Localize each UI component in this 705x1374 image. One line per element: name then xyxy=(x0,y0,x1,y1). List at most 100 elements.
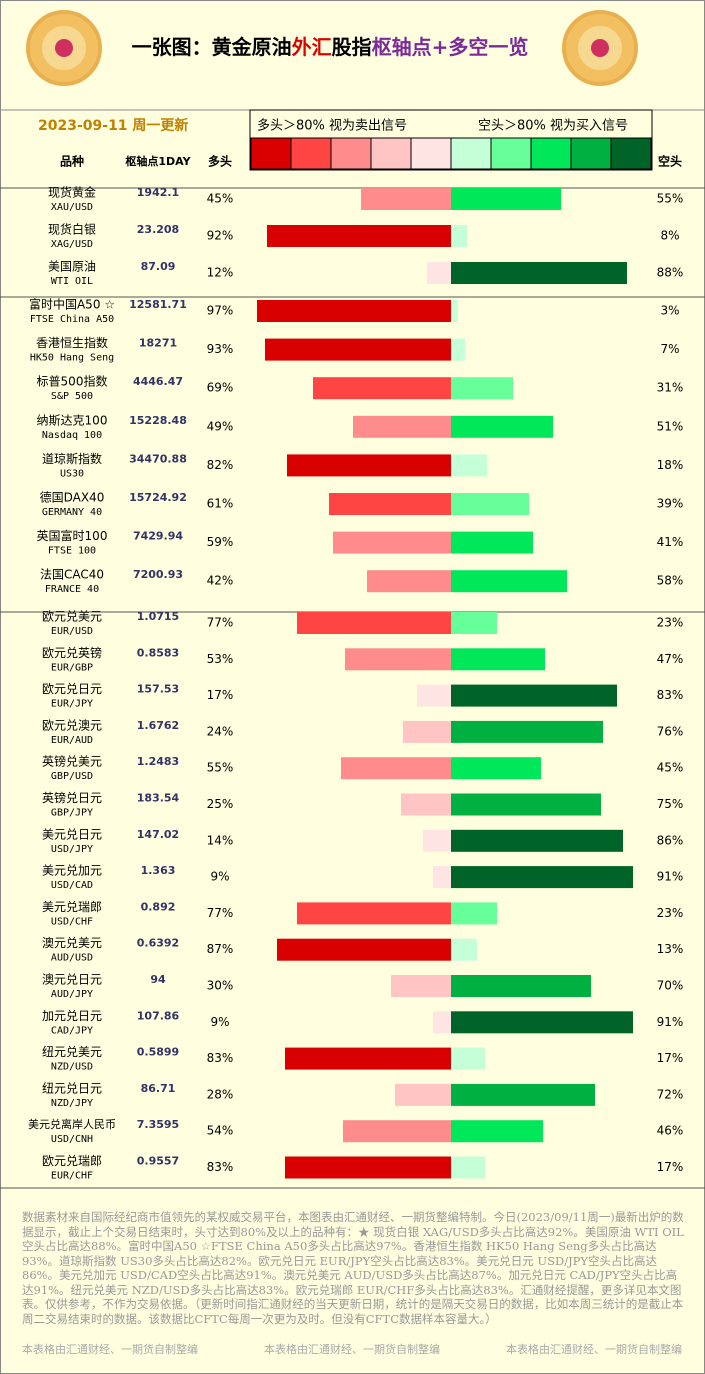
category-name: 美元兑加元 xyxy=(42,864,102,878)
header: 枢轴点1DAY xyxy=(125,154,191,168)
short-bar xyxy=(451,531,533,554)
short-label: 75% xyxy=(657,797,684,811)
category-name: 美元兑瑞郎 xyxy=(42,900,102,914)
update-date: 2023-09-11 周一更新 xyxy=(38,117,188,134)
pivot-value: 0.6392 xyxy=(137,937,179,950)
logo-right xyxy=(562,10,638,86)
pivot-value: 87.09 xyxy=(141,260,176,273)
pivot-value: 18271 xyxy=(139,337,177,350)
category-name: 澳元兑美元 xyxy=(42,936,102,950)
pivot-value: 1942.1 xyxy=(137,186,179,199)
title-part: 外汇 xyxy=(292,35,332,59)
category-name: 富时中国A50 ☆ xyxy=(29,297,115,312)
pivot-value: 94 xyxy=(150,973,166,986)
legend-swatch xyxy=(610,137,652,170)
category-name: 美元兑日元 xyxy=(42,827,102,841)
watermark: 本表格由汇通财经、一期货自制整编 xyxy=(264,1342,440,1356)
short-label: 17% xyxy=(657,1051,684,1065)
long-bar xyxy=(395,1083,451,1106)
category-code: USD/JPY xyxy=(51,844,93,855)
short-label: 55% xyxy=(657,192,684,206)
long-label: 54% xyxy=(207,1124,234,1138)
pivot-value: 1.363 xyxy=(141,864,176,877)
category-name: 现货白银 xyxy=(48,222,96,237)
category-name: 纽元兑日元 xyxy=(42,1081,102,1095)
long-bar xyxy=(313,377,451,400)
short-bar xyxy=(451,188,561,210)
legend-text: 空头＞80% 视为买入信号 xyxy=(478,119,628,134)
category-name: 现货黄金 xyxy=(48,185,96,200)
legend-swatch xyxy=(290,137,332,170)
category-code: FTSE China A50 xyxy=(30,314,114,325)
pivot-value: 7.3595 xyxy=(137,1118,179,1131)
long-bar xyxy=(333,531,451,554)
pivot-value: 23.208 xyxy=(137,223,179,236)
category-code: Nasdaq 100 xyxy=(42,430,102,441)
category-name: 欧元兑日元 xyxy=(42,682,102,696)
pivot-value: 34470.88 xyxy=(129,452,187,465)
long-label: 42% xyxy=(207,574,234,588)
category-code: EUR/GBP xyxy=(51,662,93,673)
watermark: 本表格由汇通财经、一期货自制整编 xyxy=(22,1342,198,1356)
long-bar xyxy=(329,493,451,515)
category-code: GBP/JPY xyxy=(51,808,93,819)
category-name: 欧元兑瑞郎 xyxy=(42,1154,102,1168)
category-code: S&P 500 xyxy=(51,391,93,402)
category-code: USD/CAD xyxy=(51,880,93,891)
header: 空头 xyxy=(658,154,682,169)
pivot-value: 1.0715 xyxy=(137,610,179,623)
short-label: 41% xyxy=(657,535,684,549)
category-code: NZD/USD xyxy=(51,1062,93,1073)
header: 品种 xyxy=(60,154,84,169)
pivot-value: 15228.48 xyxy=(129,414,187,427)
legend-swatch xyxy=(330,137,372,170)
short-label: 88% xyxy=(657,266,684,280)
title-part: 股指 xyxy=(332,35,372,59)
pivot-value: 0.8583 xyxy=(137,646,179,659)
short-label: 31% xyxy=(657,381,684,395)
long-bar xyxy=(427,262,451,284)
category-name: 英国富时100 xyxy=(37,528,108,543)
short-label: 39% xyxy=(657,497,684,511)
legend-swatch xyxy=(490,137,532,170)
short-label: 86% xyxy=(657,833,684,847)
short-label: 17% xyxy=(657,1160,684,1174)
long-bar xyxy=(267,225,451,247)
short-label: 45% xyxy=(657,761,684,775)
category-name: 香港恒生指数 xyxy=(36,335,108,350)
short-label: 58% xyxy=(657,574,684,588)
chart-title: 一张图：黄金原油外汇股指枢轴点+多空一览 xyxy=(132,35,529,59)
short-label: 18% xyxy=(657,458,684,472)
legend-swatch xyxy=(250,137,292,170)
category-code: EUR/USD xyxy=(51,626,93,637)
pivot-value: 183.54 xyxy=(137,792,180,805)
short-label: 3% xyxy=(660,304,679,318)
long-label: 24% xyxy=(207,724,234,738)
category-name: 美国原油 xyxy=(48,260,96,274)
long-label: 82% xyxy=(207,458,234,472)
short-bar xyxy=(451,300,457,322)
short-bar xyxy=(451,975,591,997)
short-bar xyxy=(451,612,497,634)
short-label: 13% xyxy=(657,942,684,956)
long-bar xyxy=(343,1120,451,1143)
category-name: 加元兑日元 xyxy=(42,1009,102,1023)
short-bar xyxy=(451,262,627,284)
long-label: 28% xyxy=(207,1087,234,1101)
long-bar xyxy=(353,415,451,438)
pivot-value: 107.86 xyxy=(137,1009,180,1022)
category-code: GBP/USD xyxy=(51,771,93,782)
legend-box xyxy=(249,109,653,171)
category-code: EUR/AUD xyxy=(51,735,93,746)
category-name: 欧元兑英镑 xyxy=(42,645,102,660)
short-label: 91% xyxy=(657,1015,684,1029)
short-label: 23% xyxy=(657,616,684,630)
long-label: 93% xyxy=(207,342,234,356)
category-name: 欧元兑澳元 xyxy=(42,718,102,732)
long-label: 83% xyxy=(207,1160,234,1174)
title-part: 枢轴点+多空一览 xyxy=(372,35,529,59)
pivot-value: 1.2483 xyxy=(137,755,179,768)
long-bar xyxy=(391,975,451,997)
